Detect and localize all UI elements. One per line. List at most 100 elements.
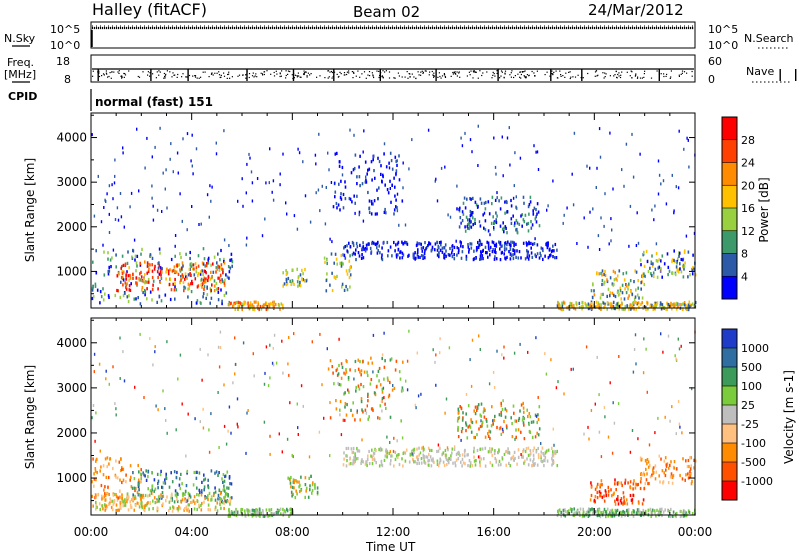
- data-cell: [99, 290, 102, 294]
- data-cell: [172, 506, 175, 510]
- data-cell: [97, 493, 99, 497]
- nave-point: [333, 71, 336, 73]
- data-cell: [414, 460, 417, 464]
- data-cell: [378, 447, 380, 452]
- data-cell: [126, 496, 128, 500]
- data-cell: [228, 276, 230, 280]
- data-cell: [104, 494, 107, 498]
- data-cell: [694, 273, 697, 277]
- data-cell: [454, 464, 457, 468]
- data-cell: [377, 156, 379, 160]
- data-cell: [94, 282, 97, 286]
- data-cell: [601, 273, 603, 277]
- scatter-cell: [392, 449, 395, 453]
- data-cell: [344, 245, 346, 249]
- data-cell: [661, 303, 664, 307]
- data-cell: [507, 447, 509, 451]
- data-cell: [219, 500, 221, 504]
- scatter-cell: [553, 443, 555, 447]
- data-cell: [522, 448, 525, 452]
- data-cell: [415, 455, 418, 459]
- data-cell: [354, 455, 357, 459]
- data-cell: [367, 394, 369, 398]
- data-cell: [390, 458, 392, 463]
- data-cell: [95, 459, 97, 463]
- data-cell: [595, 300, 598, 304]
- scatter-cell: [287, 362, 289, 366]
- data-cell: [462, 212, 465, 216]
- nave-point: [328, 76, 330, 78]
- data-cell: [358, 254, 361, 258]
- data-cell: [99, 301, 101, 305]
- data-cell: [190, 262, 193, 266]
- data-cell: [490, 424, 493, 428]
- data-cell: [221, 477, 223, 481]
- data-cell: [670, 302, 673, 306]
- data-cell: [340, 253, 343, 258]
- data-cell: [424, 249, 426, 253]
- nave-point: [296, 75, 298, 77]
- scatter-cell: [362, 219, 365, 223]
- data-cell: [230, 301, 232, 305]
- nave-point: [681, 72, 683, 74]
- data-cell: [401, 199, 404, 203]
- scatter-cell: [674, 354, 676, 358]
- data-cell: [543, 464, 545, 468]
- data-cell: [116, 274, 119, 278]
- data-cell: [443, 246, 445, 250]
- data-cell: [371, 455, 373, 459]
- scatter-cell: [639, 152, 641, 156]
- data-cell: [95, 500, 97, 505]
- data-cell: [660, 509, 662, 513]
- data-cell: [96, 505, 98, 509]
- data-cell: [600, 307, 603, 311]
- nave-point: [443, 74, 446, 76]
- data-cell: [601, 269, 604, 273]
- data-cell: [151, 287, 154, 292]
- data-cell: [517, 428, 520, 432]
- data-cell: [470, 242, 473, 246]
- data-cell: [676, 305, 679, 309]
- data-cell: [420, 461, 423, 465]
- data-cell: [404, 459, 407, 463]
- nave-point: [118, 72, 120, 74]
- data-cell: [137, 493, 140, 497]
- scatter-cell: [268, 181, 270, 185]
- data-cell: [132, 276, 134, 280]
- data-cell: [418, 461, 420, 465]
- nave-point: [118, 70, 120, 72]
- data-cell: [484, 219, 487, 223]
- data-cell: [140, 275, 143, 279]
- data-cell: [174, 269, 176, 273]
- data-cell: [151, 256, 154, 260]
- nave-point: [305, 71, 307, 73]
- data-cell: [140, 252, 142, 256]
- data-cell: [457, 435, 460, 439]
- data-cell: [349, 285, 351, 289]
- data-cell: [531, 463, 534, 467]
- data-cell: [491, 405, 493, 409]
- data-cell: [609, 294, 611, 298]
- data-cell: [645, 467, 647, 471]
- data-cell: [146, 264, 149, 268]
- data-cell: [180, 278, 182, 282]
- data-cell: [546, 246, 549, 250]
- nave-point: [517, 73, 519, 75]
- data-cell: [611, 282, 614, 286]
- nave-point: [536, 70, 538, 72]
- data-cell: [179, 268, 181, 272]
- data-cell: [518, 416, 521, 421]
- data-cell: [619, 499, 622, 503]
- scatter-cell: [398, 223, 400, 227]
- data-cell: [344, 256, 347, 260]
- data-cell: [239, 301, 241, 305]
- data-cell: [170, 492, 173, 496]
- data-cell: [640, 287, 642, 291]
- data-cell: [373, 451, 376, 455]
- data-cell: [624, 501, 626, 505]
- data-cell: [682, 511, 684, 515]
- data-cell: [386, 240, 389, 245]
- data-cell: [292, 268, 294, 272]
- data-cell: [549, 253, 551, 258]
- data-cell: [373, 199, 376, 203]
